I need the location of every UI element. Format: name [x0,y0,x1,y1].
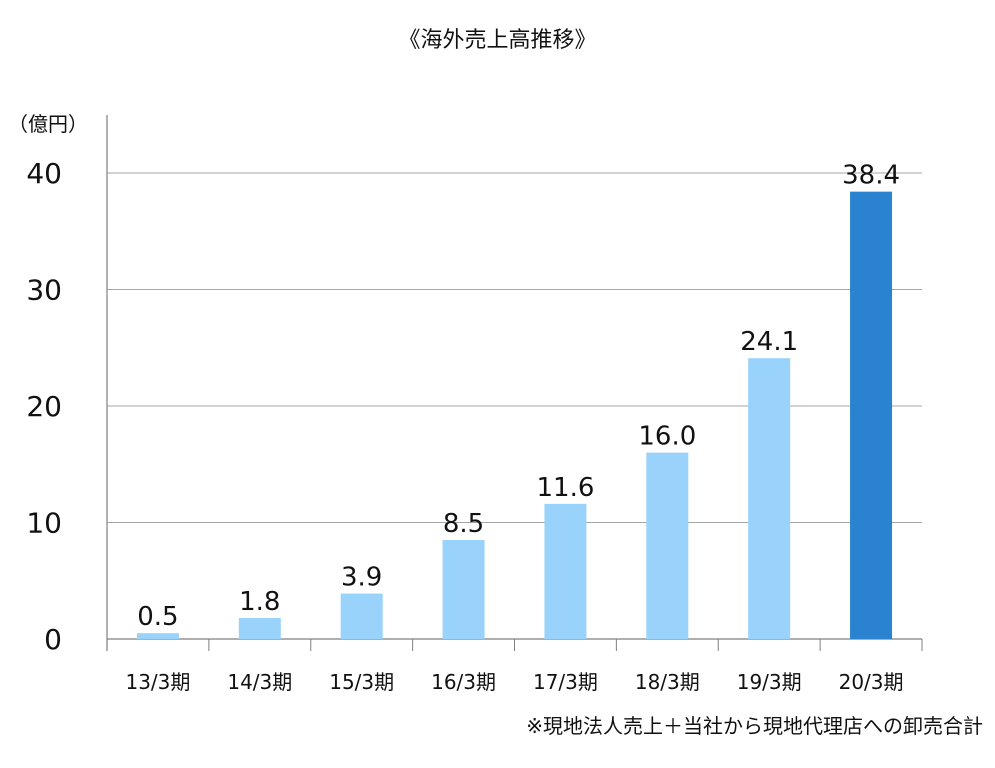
bar-value-label: 3.9 [341,563,382,593]
x-tick-label: 16/3期 [431,670,496,694]
bar [646,452,689,639]
chart-title: 《海外売上高推移》 [398,28,597,53]
bar [748,358,791,639]
bar-value-label: 0.5 [137,602,178,632]
y-tick-label: 0 [44,623,62,656]
bar [544,503,587,639]
bar-value-label: 38.4 [842,161,900,191]
bar-value-label: 16.0 [638,422,696,452]
bar-value-label: 1.8 [239,587,280,617]
x-tick-label: 13/3期 [125,670,190,694]
x-tick-label: 18/3期 [635,670,700,694]
bar-value-label: 8.5 [443,509,484,539]
y-tick-label: 20 [26,390,62,423]
bar [850,191,893,639]
y-tick-label: 30 [26,274,62,307]
bar [136,633,179,639]
footnote: ※現地法人売上＋当社から現地代理店への卸売合計 [526,714,983,738]
bar [340,593,383,639]
bar [442,539,485,639]
bar-value-label: 24.1 [740,327,798,357]
x-tick-label: 14/3期 [227,670,292,694]
x-tick-label: 17/3期 [533,670,598,694]
y-tick-label: 40 [26,157,62,190]
bar-value-label: 11.6 [536,473,594,503]
bar [238,618,281,639]
y-tick-label: 10 [26,507,62,540]
x-tick-label: 15/3期 [329,670,394,694]
y-axis-unit-label: （億円） [8,112,88,136]
x-tick-label: 19/3期 [737,670,802,694]
x-tick-label: 20/3期 [839,670,904,694]
